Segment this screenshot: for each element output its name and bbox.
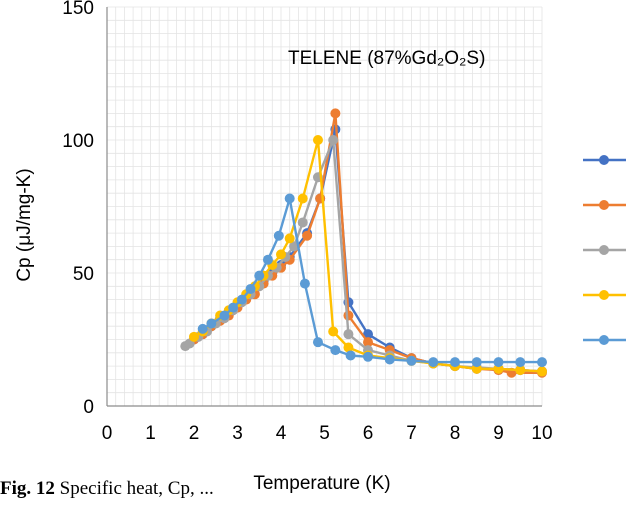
legend-entry <box>583 335 626 345</box>
y-tick-label: 150 <box>62 0 94 19</box>
legend-swatch-marker <box>599 155 609 165</box>
x-tick-label: 3 <box>232 423 243 444</box>
data-point <box>363 351 373 362</box>
data-point <box>406 355 417 366</box>
data-point <box>302 230 313 241</box>
data-point <box>384 354 395 365</box>
data-point <box>262 254 273 265</box>
data-point <box>289 241 300 252</box>
data-point <box>330 108 341 119</box>
data-point <box>299 278 310 289</box>
data-point <box>493 357 504 368</box>
data-point <box>363 337 373 348</box>
y-tick-label: 100 <box>62 131 94 152</box>
figure-caption: Fig. 12 Specific heat, Cp, ... <box>0 478 214 500</box>
chart-annotation: TELENE (87%Gd₂O₂S) <box>288 48 485 69</box>
x-tick-label: 2 <box>189 423 200 444</box>
legend-swatch-marker <box>599 245 609 255</box>
data-point <box>363 329 373 340</box>
y-axis-label: Cp (μJ/mg-K) <box>14 168 35 281</box>
x-tick-label: 6 <box>363 423 374 444</box>
data-point <box>515 357 526 368</box>
x-tick-label: 9 <box>493 423 504 444</box>
data-point <box>312 337 323 348</box>
data-point <box>537 357 547 368</box>
x-tick-label: 0 <box>102 423 113 444</box>
x-axis-label: Temperature (K) <box>253 473 390 494</box>
x-tick-label: 7 <box>406 423 417 444</box>
legend-swatch-marker <box>599 200 609 210</box>
data-point <box>345 350 356 361</box>
y-tick-label: 0 <box>83 397 94 418</box>
data-point <box>254 270 265 281</box>
x-tick-label: 8 <box>450 423 461 444</box>
data-point <box>515 365 526 376</box>
caption-label: Fig. 12 <box>0 478 55 499</box>
data-point <box>343 329 354 340</box>
data-point <box>276 249 286 260</box>
data-point <box>245 283 256 294</box>
data-point <box>297 217 308 228</box>
data-point <box>343 342 354 353</box>
data-point <box>284 193 295 204</box>
data-point <box>206 318 217 329</box>
caption-text: Specific heat, Cp, ... <box>54 478 214 499</box>
data-point <box>273 230 284 241</box>
data-point <box>330 345 341 356</box>
x-tick-label: 10 <box>531 423 552 444</box>
legend-entry <box>583 200 626 210</box>
data-point <box>343 310 354 321</box>
data-point <box>471 357 482 368</box>
legend-entry <box>583 155 626 165</box>
data-point <box>219 310 230 321</box>
data-point <box>189 331 199 342</box>
data-point <box>328 326 339 337</box>
chart-series <box>180 108 547 378</box>
data-point <box>312 135 323 145</box>
data-point <box>428 357 439 368</box>
data-point <box>284 233 295 244</box>
data-point <box>197 323 208 334</box>
chart-axes <box>106 7 542 407</box>
legend-swatch-marker <box>599 335 609 345</box>
data-point <box>236 294 247 305</box>
chart-gridlines <box>106 6 543 407</box>
x-tick-label: 4 <box>276 423 287 444</box>
series-5 <box>197 193 547 368</box>
legend-entry <box>583 245 626 255</box>
data-point <box>450 357 460 368</box>
chart-legend <box>583 155 626 345</box>
x-tick-label: 1 <box>145 423 156 444</box>
legend-entry <box>583 290 626 300</box>
x-tick-label: 5 <box>319 423 330 444</box>
data-point <box>537 366 547 377</box>
data-point <box>297 193 308 204</box>
legend-swatch-marker <box>599 290 609 300</box>
y-tick-label: 50 <box>73 264 94 285</box>
data-point <box>328 135 339 145</box>
data-point <box>228 302 239 313</box>
